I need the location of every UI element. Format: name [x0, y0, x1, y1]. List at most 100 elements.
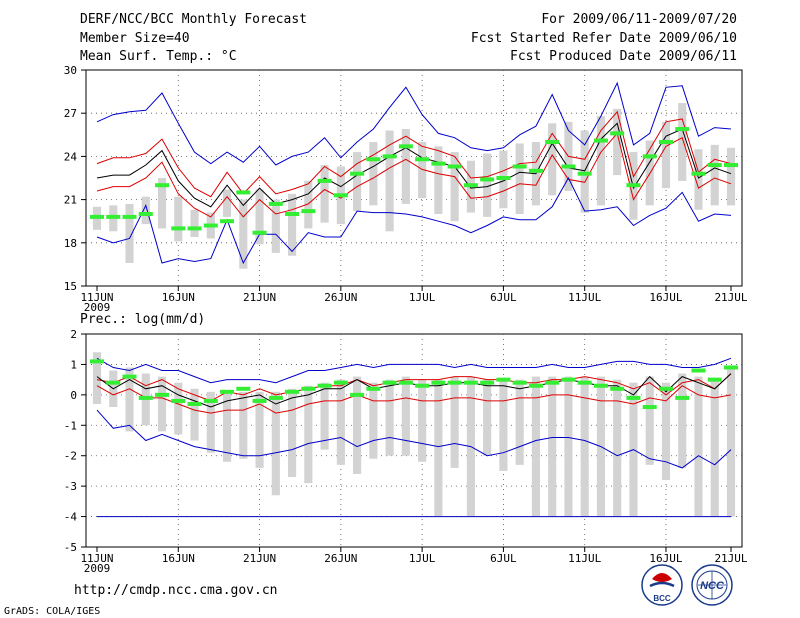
median-marker: [561, 164, 576, 169]
y-tick-label: -2: [64, 450, 77, 463]
median-marker: [301, 209, 316, 214]
median-marker: [415, 383, 430, 388]
median-marker: [691, 368, 706, 373]
median-marker: [512, 164, 527, 169]
median-marker: [268, 201, 283, 206]
ensemble-box: [401, 129, 410, 204]
series-line-upper: [96, 373, 732, 402]
median-marker: [252, 398, 267, 403]
median-marker: [122, 374, 137, 379]
ensemble-box: [694, 149, 703, 210]
ensemble-box: [661, 382, 671, 481]
median-marker: [122, 214, 137, 219]
ensemble-box: [239, 199, 248, 269]
x-year-label: 2009: [84, 562, 111, 575]
series-line-upper: [96, 110, 732, 198]
median-marker: [187, 226, 202, 231]
median-marker: [382, 154, 397, 159]
median-marker: [707, 163, 722, 168]
series-line-lower: [96, 385, 732, 414]
median-marker: [285, 212, 300, 216]
ensemble-box: [288, 193, 297, 256]
ensemble-box: [255, 391, 264, 468]
ensemble-box: [206, 391, 215, 453]
ensemble-box: [239, 391, 248, 459]
median-marker: [707, 377, 722, 382]
median-marker: [431, 380, 446, 385]
median-marker: [561, 377, 576, 382]
median-marker: [626, 395, 641, 400]
series-line-max: [96, 81, 732, 166]
ensemble-box: [548, 376, 557, 517]
ensemble-box: [271, 199, 280, 253]
median-marker: [366, 157, 381, 162]
series-line-min: [96, 176, 732, 265]
ensemble-box: [92, 352, 102, 404]
ensemble-box: [320, 382, 329, 450]
median-marker: [415, 157, 430, 162]
ensemble-box: [548, 123, 557, 196]
chart-title: DERF/NCC/BCC Monthly Forecast: [80, 12, 307, 27]
ensemble-box: [450, 152, 459, 222]
median-marker: [463, 380, 478, 385]
median-marker: [593, 138, 608, 143]
ensemble-box: [190, 209, 199, 238]
median-marker: [171, 398, 186, 403]
median-marker: [398, 380, 413, 385]
ensemble-box: [515, 143, 524, 214]
ensemble-box: [174, 196, 183, 242]
ensemble-box: [125, 367, 134, 432]
median-marker: [155, 183, 170, 188]
ensemble-box: [450, 376, 459, 468]
ensemble-box: [125, 203, 134, 263]
median-marker: [528, 168, 543, 173]
x-tick-label: 26JUN: [324, 291, 357, 304]
median-marker: [463, 183, 478, 188]
x-tick-label: 11JUN: [80, 291, 113, 304]
ensemble-box: [483, 379, 492, 456]
median-marker: [317, 383, 332, 388]
median-marker: [658, 386, 673, 391]
median-marker: [350, 171, 365, 176]
ensemble-box: [678, 103, 687, 181]
series-line-mean: [96, 122, 732, 208]
ensemble-box: [661, 121, 671, 189]
ensemble-box: [483, 153, 492, 217]
ensemble-box: [336, 379, 345, 465]
ensemble-box: [190, 388, 199, 441]
median-marker: [480, 380, 495, 385]
forecast-period: For 2009/06/11-2009/07/20: [541, 12, 737, 27]
ensemble-box: [304, 180, 313, 229]
x-tick-label: 21JUL: [714, 552, 747, 565]
median-marker: [675, 395, 690, 400]
ensemble-box: [353, 152, 362, 212]
ensemble-box: [645, 376, 654, 465]
median-marker: [398, 144, 413, 149]
ensemble-box: [596, 116, 606, 206]
median-marker: [138, 395, 153, 400]
median-marker: [90, 214, 104, 219]
y-tick-label: 30: [64, 64, 77, 77]
ensemble-box: [726, 147, 736, 206]
y-tick-label: 27: [64, 107, 77, 120]
median-marker: [496, 377, 511, 382]
website-url[interactable]: http://cmdp.ncc.cma.gov.cn: [74, 583, 278, 598]
forecast-start-date: Fcst Started Refer Date 2009/06/10: [470, 31, 737, 46]
median-marker: [593, 383, 608, 388]
ensemble-box: [222, 391, 232, 462]
ensemble-box: [288, 388, 297, 478]
median-marker: [610, 131, 625, 136]
median-marker: [528, 383, 543, 388]
median-marker: [610, 386, 625, 391]
median-marker: [90, 359, 104, 364]
median-marker: [106, 380, 121, 385]
ensemble-box: [499, 379, 508, 471]
x-tick-label: 21JUN: [243, 291, 276, 304]
ensemble-box: [710, 379, 719, 517]
median-marker: [268, 395, 283, 400]
y-tick-label: 0: [70, 389, 77, 402]
ensemble-box: [157, 376, 167, 432]
median-marker: [171, 226, 186, 231]
series-line-mean: [96, 373, 732, 408]
